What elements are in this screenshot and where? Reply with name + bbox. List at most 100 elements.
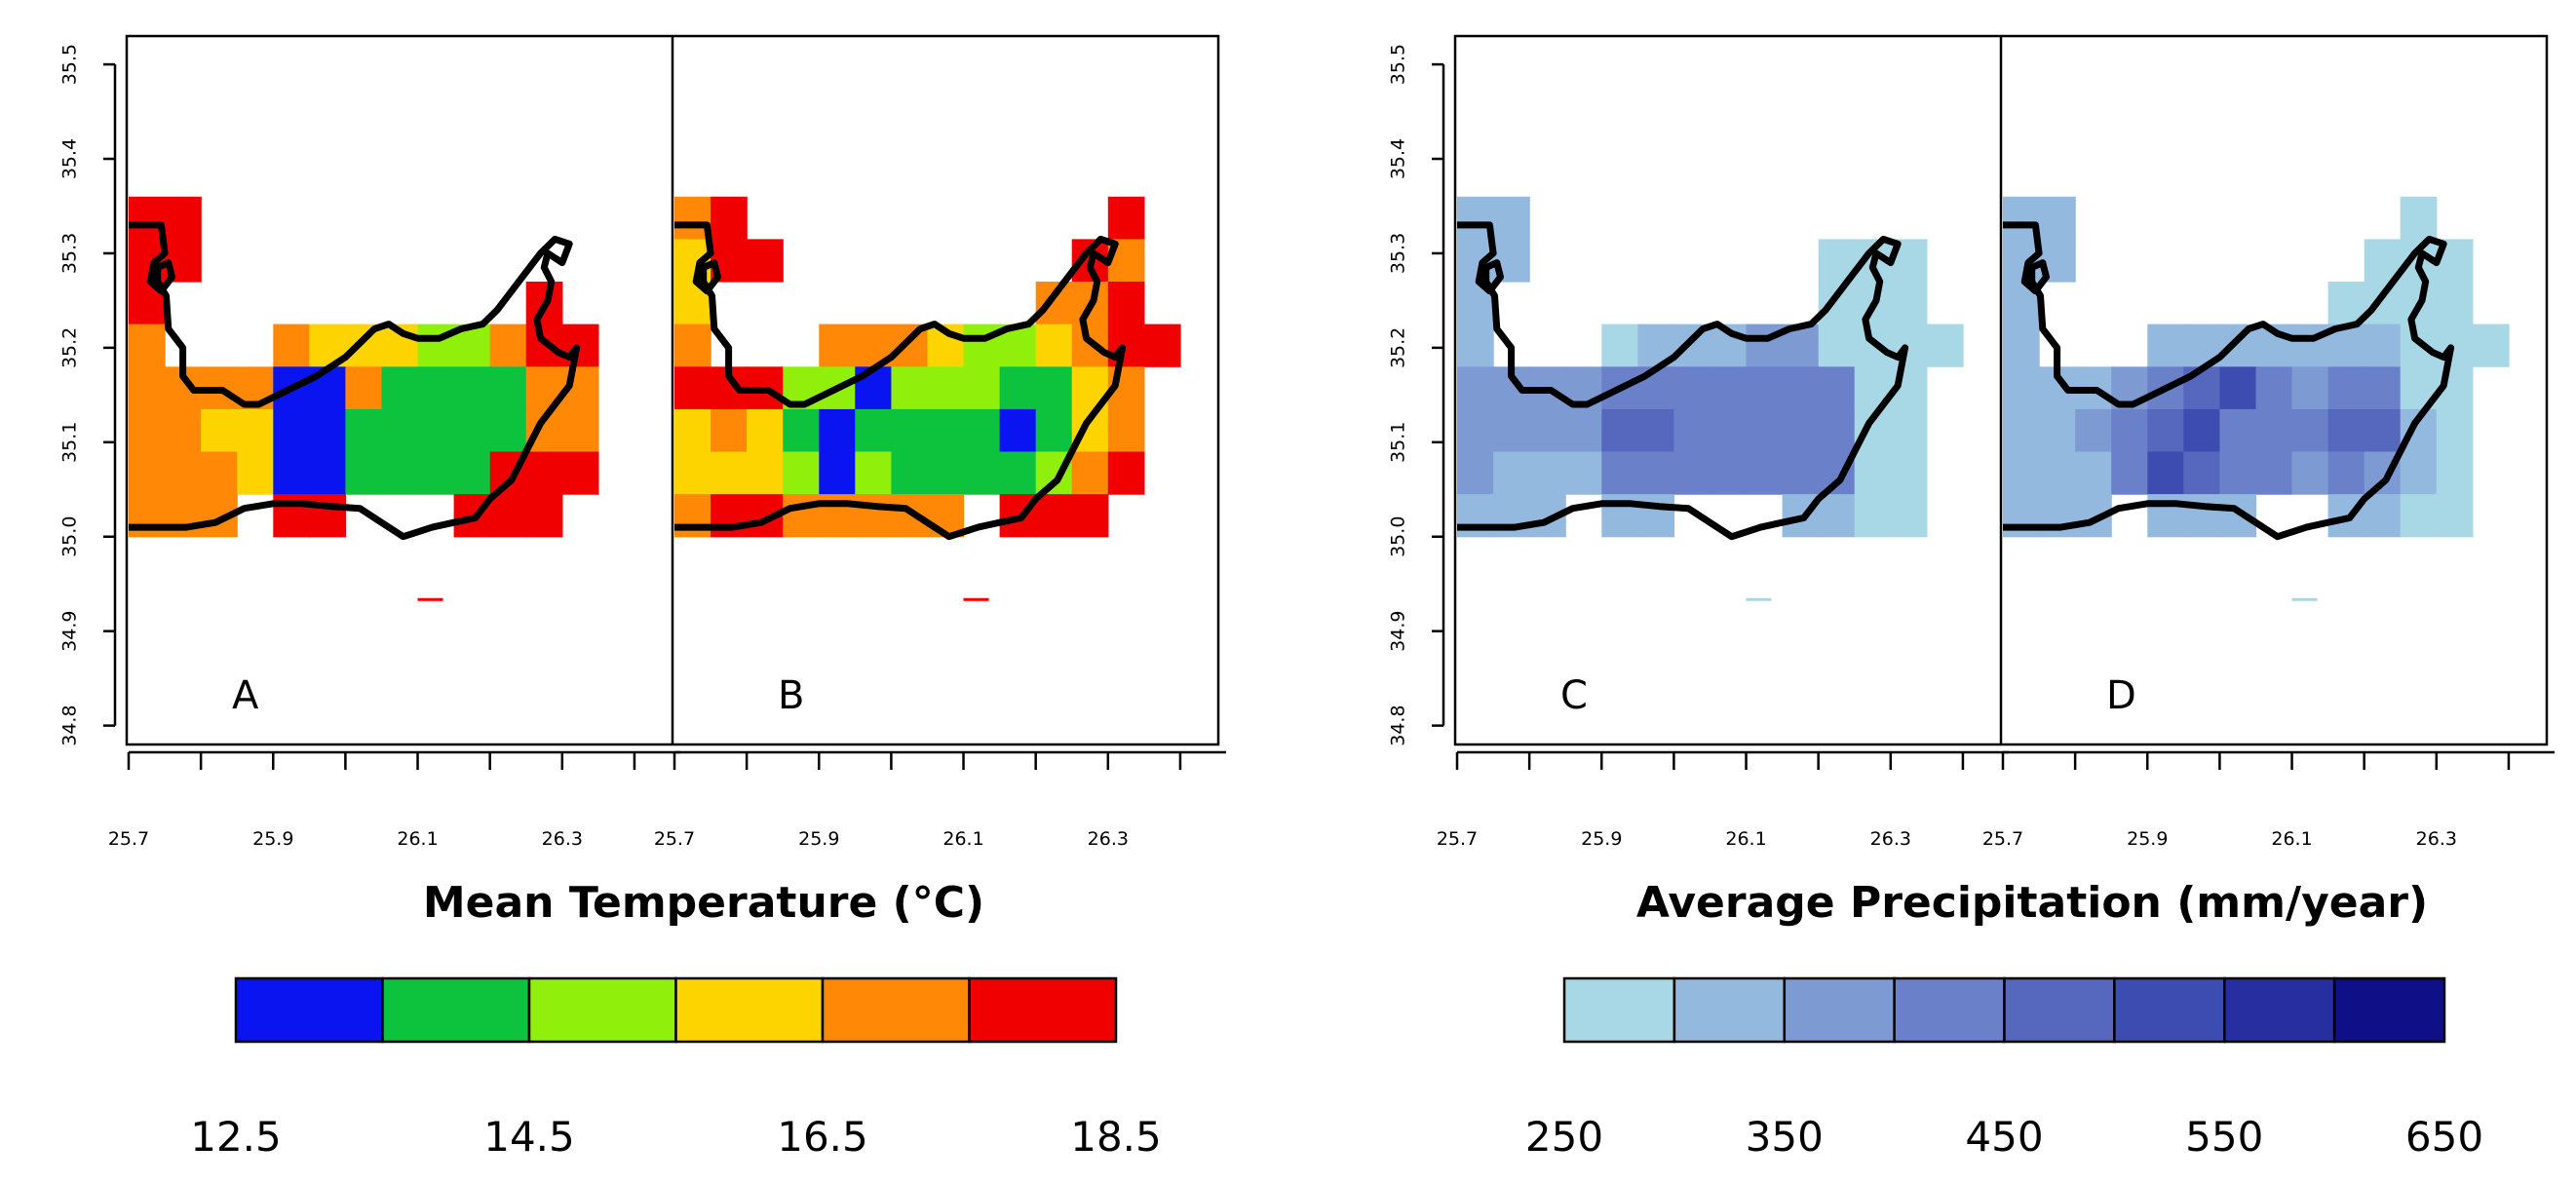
grid-cell	[237, 451, 274, 495]
grid-cell	[1710, 408, 1748, 453]
grid-cell	[2147, 451, 2184, 495]
y-axis: 34.8 34.9 35.0 35.1 35.2 35.3 35.4 35.5	[59, 44, 117, 746]
grid-cell	[273, 324, 310, 367]
grid-cell	[2039, 196, 2076, 240]
grid-cell	[417, 451, 455, 495]
grid-cell	[525, 494, 563, 538]
grid-cell	[345, 366, 383, 410]
x-tick-label: 25.9	[1581, 828, 1622, 850]
grid-cell	[2003, 494, 2040, 538]
map-panel-b: B	[674, 196, 1181, 718]
grid-cell	[2364, 324, 2402, 367]
grid-cell	[891, 451, 929, 495]
grid-cell	[489, 494, 527, 538]
grid-cell	[2291, 366, 2329, 410]
grid-cell	[2183, 408, 2220, 453]
panel-label-c: C	[1560, 673, 1588, 718]
grid-cell	[783, 494, 820, 538]
x-tick-label: 26.3	[542, 828, 583, 850]
grid-cell	[1035, 494, 1073, 538]
grid-cell	[711, 408, 748, 453]
y-tick-label: 34.8	[1388, 705, 1409, 745]
grid-cell	[2436, 408, 2474, 453]
grid-cell	[561, 451, 599, 495]
grid-cell	[963, 366, 1001, 410]
colorbar: 12.5 14.5 16.5 18.5	[190, 976, 1162, 1161]
grid-cell	[2327, 408, 2365, 453]
grid-cell	[1890, 408, 1928, 453]
grid-cell	[747, 239, 784, 283]
grid-cell	[1529, 451, 1566, 495]
grid-cell	[747, 408, 784, 453]
grid-cell	[1637, 366, 1674, 410]
grid-cell	[309, 494, 346, 538]
grid-cell	[2291, 451, 2329, 495]
grid-cell	[1637, 494, 1674, 538]
grid-cell	[783, 408, 820, 453]
grid-cell	[711, 451, 748, 495]
coastline	[674, 221, 1127, 541]
grid-cell	[1637, 408, 1674, 453]
x-axis-b: 25.7 25.9 26.1 26.3	[654, 750, 1226, 850]
grid-cell	[891, 408, 929, 453]
grid-cell	[1782, 366, 1820, 410]
grid-cell	[1710, 451, 1748, 495]
islet-mark	[963, 597, 989, 601]
grid-cell	[1854, 451, 1892, 495]
data-cells	[2003, 196, 2510, 538]
grid-cell	[129, 324, 166, 367]
grid-cell	[1818, 324, 1856, 367]
x-tick-label: 25.7	[654, 828, 695, 850]
grid-cell	[963, 408, 1001, 453]
grid-cell	[2003, 451, 2040, 495]
y-tick-label: 35.5	[1388, 44, 1409, 85]
y-tick-label: 34.8	[59, 705, 81, 745]
grid-cell	[1071, 451, 1109, 495]
grid-cell	[201, 408, 238, 453]
colorbar-tick-label: 12.5	[190, 1113, 282, 1161]
grid-cell	[561, 324, 599, 367]
grid-cell	[2436, 494, 2474, 538]
grid-cell	[2003, 324, 2040, 367]
grid-cell	[201, 451, 238, 495]
grid-cell	[674, 366, 711, 410]
x-axis-a: 25.7 25.9 26.1 26.3	[108, 750, 680, 850]
map-panel-a: A	[129, 196, 599, 718]
x-tick-label: 25.7	[108, 828, 149, 850]
grid-cell	[1710, 366, 1748, 410]
grid-cell	[2291, 408, 2329, 453]
grid-cell	[999, 366, 1037, 410]
coastline	[129, 221, 581, 541]
x-tick-label: 25.7	[1982, 828, 2023, 850]
grid-cell	[1107, 282, 1145, 325]
grid-cell	[2436, 324, 2474, 367]
grid-cell	[819, 324, 856, 367]
grid-cell	[855, 494, 892, 538]
colorbar-swatch	[381, 976, 531, 1044]
data-cells	[674, 196, 1181, 538]
colorbar-swatch	[1672, 976, 1787, 1044]
coastline	[2003, 221, 2455, 541]
data-cells	[1457, 196, 1964, 538]
y-tick-label: 35.2	[59, 327, 81, 368]
grid-cell	[489, 324, 527, 367]
temperature-figure: A B34.834.935.035.135.235.335.435.525.7 25…	[59, 34, 1226, 1161]
grid-cell	[381, 451, 419, 495]
colorbar-tick-label: 550	[2185, 1113, 2263, 1161]
y-tick-label: 35.0	[59, 516, 81, 557]
grid-cell	[2111, 451, 2148, 495]
grid-cell	[309, 451, 346, 495]
colorbar-swatch	[2332, 976, 2446, 1044]
grid-cell	[674, 324, 711, 367]
map-panel-c: C	[1457, 196, 1964, 718]
grid-cell	[2364, 366, 2402, 410]
grid-cell	[1107, 408, 1145, 453]
islet-mark	[2291, 597, 2318, 601]
colorbar-swatch	[2003, 976, 2116, 1044]
grid-cell	[1107, 324, 1145, 367]
grid-cell	[309, 408, 346, 453]
grid-cell	[1457, 324, 1494, 367]
y-tick-label: 35.3	[59, 233, 81, 274]
chart-title: Average Precipitation (mm/year)	[1636, 878, 2428, 928]
